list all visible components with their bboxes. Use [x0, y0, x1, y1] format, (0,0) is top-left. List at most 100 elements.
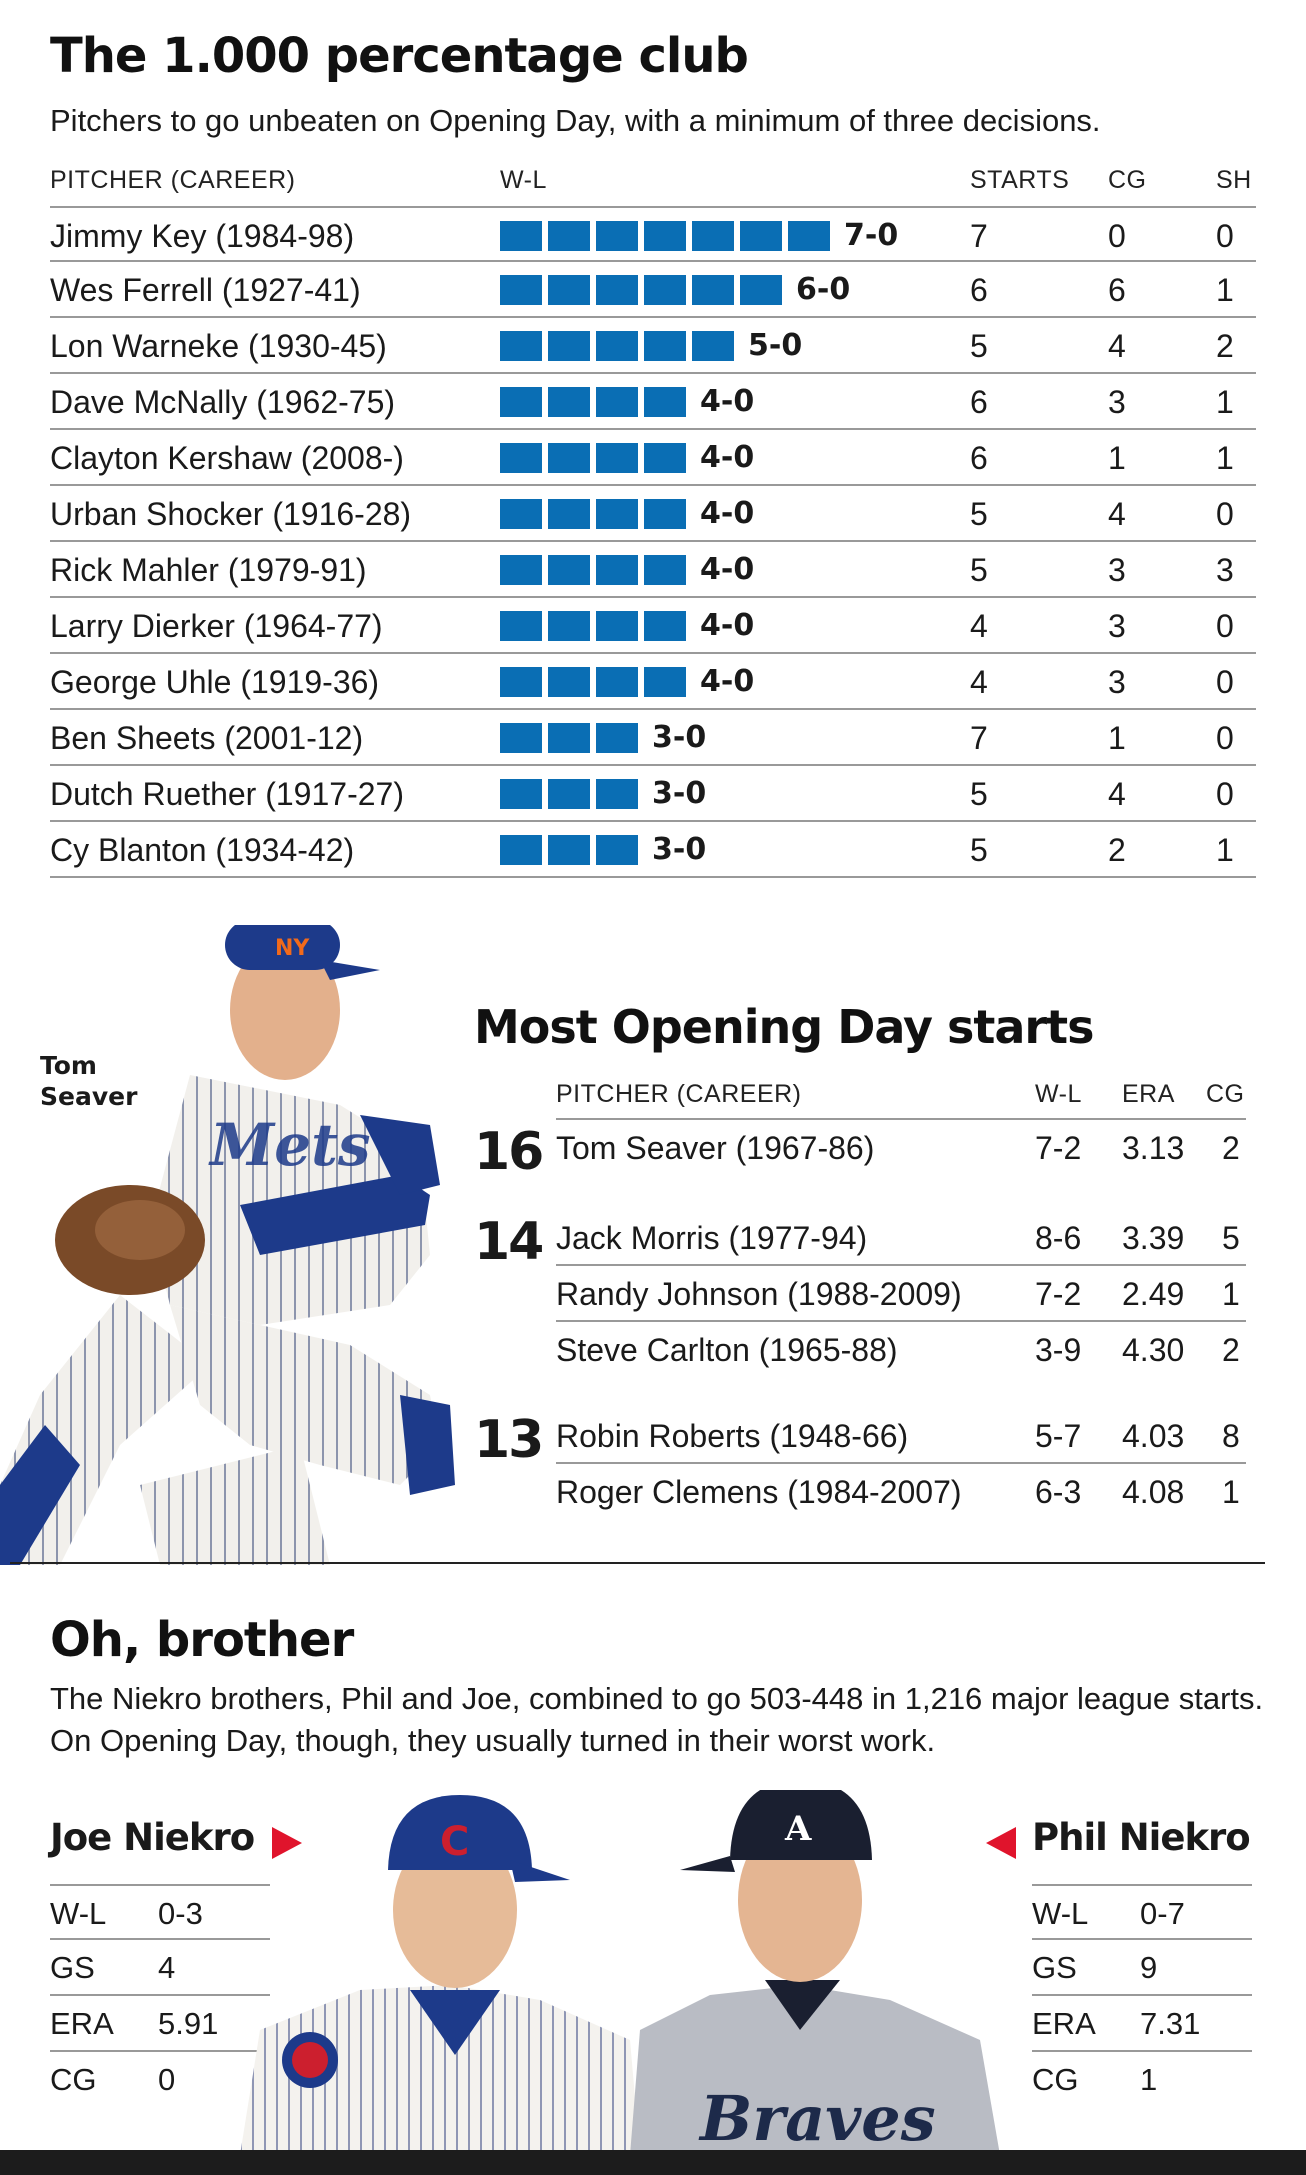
svg-text:Braves: Braves — [698, 2082, 936, 2155]
win-bar — [644, 555, 686, 585]
brother-dek: The Niekro brothers, Phil and Joe, combi… — [50, 1681, 1264, 1758]
cg-value: 1 — [1108, 720, 1126, 756]
table-row: Ben Sheets (2001-12) 3-0 7 1 0 — [50, 710, 1256, 766]
table-row: Jack Morris (1977-94) 8-6 3.39 5 — [556, 1210, 1246, 1266]
win-bar — [500, 387, 542, 417]
pitcher-name: George Uhle (1919-36) — [50, 664, 380, 700]
col-header-sh: SH — [1216, 166, 1252, 194]
pointer-left-icon — [986, 1827, 1016, 1859]
sh-value: 0 — [1216, 720, 1234, 756]
win-bar — [596, 555, 638, 585]
photo-label: Tom Seaver — [40, 1051, 138, 1111]
era-value: 4.30 — [1122, 1332, 1185, 1368]
wl-bar-group: 4-0 — [500, 555, 754, 585]
wl-bar-group: 4-0 — [500, 443, 754, 473]
stat-key: ERA — [1032, 2006, 1096, 2041]
table-row: Robin Roberts (1948-66) 5-7 4.03 8 — [556, 1408, 1246, 1464]
starts-value: 6 — [970, 440, 988, 476]
win-bar — [596, 443, 638, 473]
col-header-cg-2: CG — [1206, 1080, 1245, 1108]
table-row: Larry Dierker (1964-77) 4-0 4 3 0 — [50, 598, 1256, 654]
win-bar — [644, 331, 686, 361]
stat-value: 9 — [1140, 1950, 1158, 1985]
section-divider — [10, 1562, 1265, 1564]
stat-key: CG — [50, 2062, 97, 2097]
wl-label: 3-0 — [652, 832, 707, 867]
win-bar — [500, 835, 542, 865]
cg-value: 4 — [1108, 496, 1126, 532]
pitcher-name: Rick Mahler (1979-91) — [50, 552, 367, 588]
table-row: Steve Carlton (1965-88) 3-9 4.30 2 — [556, 1322, 1246, 1378]
pitcher-name: Steve Carlton (1965-88) — [556, 1332, 898, 1368]
pitcher-name: Dutch Ruether (1917-27) — [50, 776, 404, 812]
era-value: 4.03 — [1122, 1418, 1185, 1454]
win-bar — [500, 611, 542, 641]
cg-value: 8 — [1222, 1418, 1240, 1454]
table-row: Roger Clemens (1984-2007) 6-3 4.08 1 — [556, 1464, 1246, 1520]
table-row: Jimmy Key (1984-98) 7-0 7 0 0 — [50, 206, 1256, 262]
cg-value: 6 — [1108, 272, 1126, 308]
stat-key: W-L — [50, 1896, 107, 1931]
wl-bar-group: 4-0 — [500, 667, 754, 697]
win-bar — [500, 779, 542, 809]
joe-niekro-name: Joe Niekro — [50, 1816, 255, 1859]
win-bar — [548, 667, 590, 697]
sh-value: 1 — [1216, 384, 1234, 420]
win-bar — [548, 499, 590, 529]
cg-value: 3 — [1108, 384, 1126, 420]
win-bar — [596, 723, 638, 753]
wl-label: 4-0 — [700, 608, 755, 643]
win-bar — [548, 611, 590, 641]
table-row: Dutch Ruether (1917-27) 3-0 5 4 0 — [50, 766, 1256, 822]
stat-row: ERA 5.91 — [50, 1996, 270, 2052]
col-header-pitcher: PITCHER (CAREER) — [50, 166, 296, 194]
stat-row: W-L 0-3 — [50, 1884, 270, 1940]
win-bar — [692, 331, 734, 361]
era-value: 4.08 — [1122, 1474, 1185, 1510]
wl-label: 6-0 — [796, 272, 851, 307]
cg-value: 0 — [1108, 218, 1126, 254]
table-row: Lon Warneke (1930-45) 5-0 5 4 2 — [50, 318, 1256, 374]
win-bar — [596, 221, 638, 251]
sh-value: 0 — [1216, 496, 1234, 532]
era-value: 3.13 — [1122, 1130, 1185, 1166]
wl-value: 6-3 — [1035, 1474, 1082, 1510]
cg-value: 4 — [1108, 328, 1126, 364]
table-row: Tom Seaver (1967-86) 7-2 3.13 2 — [556, 1120, 1246, 1176]
starts-value: 7 — [970, 720, 988, 756]
win-bar — [500, 723, 542, 753]
cg-value: 4 — [1108, 776, 1126, 812]
wl-label: 3-0 — [652, 720, 707, 755]
cg-value: 5 — [1222, 1220, 1240, 1256]
win-bar — [740, 275, 782, 305]
col-header-pitcher-2: PITCHER (CAREER) — [556, 1080, 802, 1108]
pitcher-name: Jack Morris (1977-94) — [556, 1220, 868, 1256]
stat-key: CG — [1032, 2062, 1079, 2097]
table-row: Randy Johnson (1988-2009) 7-2 2.49 1 — [556, 1266, 1246, 1322]
wl-label: 4-0 — [700, 552, 755, 587]
cg-value: 1 — [1108, 440, 1126, 476]
win-bar — [740, 221, 782, 251]
sh-value: 0 — [1216, 664, 1234, 700]
sh-value: 3 — [1216, 552, 1234, 588]
wl-label: 4-0 — [700, 664, 755, 699]
cg-value: 3 — [1108, 608, 1126, 644]
starts-value: 5 — [970, 776, 988, 812]
cg-value: 2 — [1222, 1130, 1240, 1166]
win-bar — [596, 499, 638, 529]
header-rule — [556, 1118, 1246, 1120]
wl-bar-group: 4-0 — [500, 499, 754, 529]
win-bar — [596, 387, 638, 417]
win-bar — [500, 443, 542, 473]
starts-value: 5 — [970, 552, 988, 588]
table-row: Rick Mahler (1979-91) 4-0 5 3 3 — [50, 542, 1256, 598]
col-header-cg: CG — [1108, 166, 1147, 194]
wl-label: 7-0 — [844, 218, 899, 253]
win-bar — [548, 723, 590, 753]
sh-value: 2 — [1216, 328, 1234, 364]
win-bar — [644, 611, 686, 641]
cg-value: 2 — [1222, 1332, 1240, 1368]
stat-value: 5.91 — [158, 2006, 219, 2041]
win-bar — [644, 443, 686, 473]
svg-text:A: A — [784, 1809, 812, 1849]
